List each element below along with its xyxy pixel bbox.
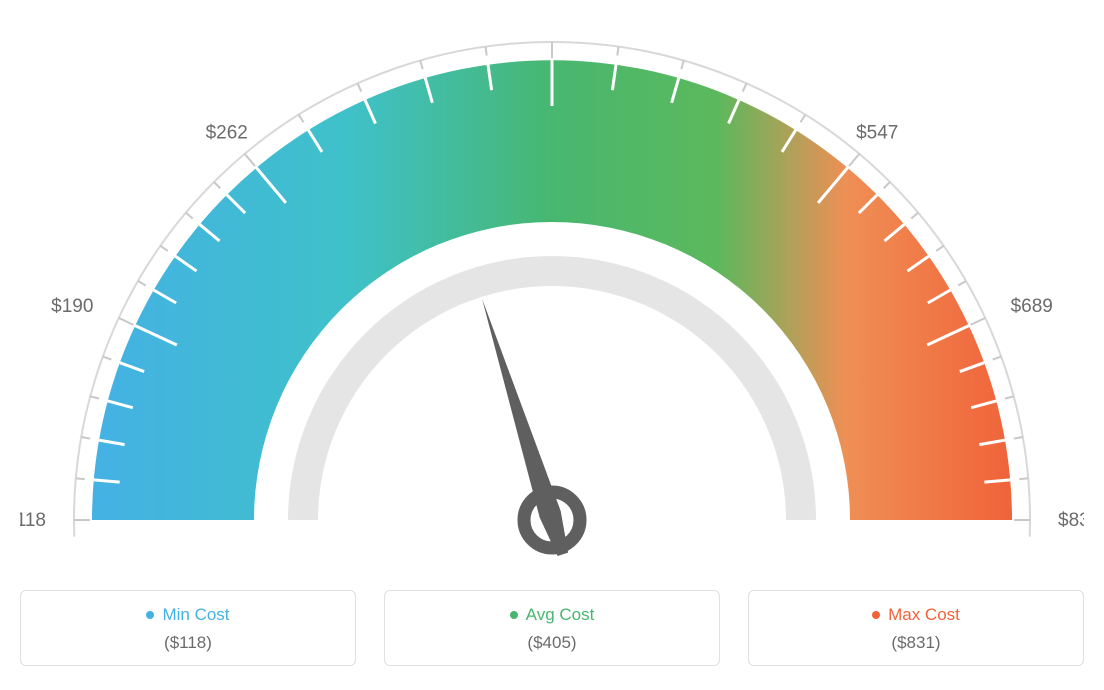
legend-title: Avg Cost: [510, 605, 595, 625]
gauge-tick-label: $547: [856, 122, 898, 143]
legend-label: Min Cost: [162, 605, 229, 625]
dot-icon: [146, 611, 154, 619]
gauge-tick-label: $405: [531, 20, 573, 21]
gauge-tick-label: $831: [1058, 510, 1084, 531]
cost-gauge-chart: $118 $190 $262 $405 $547 $689 $831: [20, 20, 1084, 580]
legend-row: Min Cost ($118) Avg Cost ($405) Max Cost…: [20, 590, 1084, 666]
legend-value: ($831): [759, 633, 1073, 653]
legend-label: Avg Cost: [526, 605, 595, 625]
legend-label: Max Cost: [888, 605, 960, 625]
gauge-tick-label: $190: [51, 296, 93, 317]
legend-card-min: Min Cost ($118): [20, 590, 356, 666]
legend-card-max: Max Cost ($831): [748, 590, 1084, 666]
legend-title: Min Cost: [146, 605, 229, 625]
gauge-tick-label: $118: [20, 510, 46, 531]
legend-title: Max Cost: [872, 605, 960, 625]
gauge-tick-label: $689: [1011, 296, 1053, 317]
gauge-tick-label: $262: [206, 122, 248, 143]
gauge-svg: $118 $190 $262 $405 $547 $689 $831: [20, 20, 1084, 580]
legend-value: ($405): [395, 633, 709, 653]
dot-icon: [872, 611, 880, 619]
legend-card-avg: Avg Cost ($405): [384, 590, 720, 666]
legend-value: ($118): [31, 633, 345, 653]
dot-icon: [510, 611, 518, 619]
